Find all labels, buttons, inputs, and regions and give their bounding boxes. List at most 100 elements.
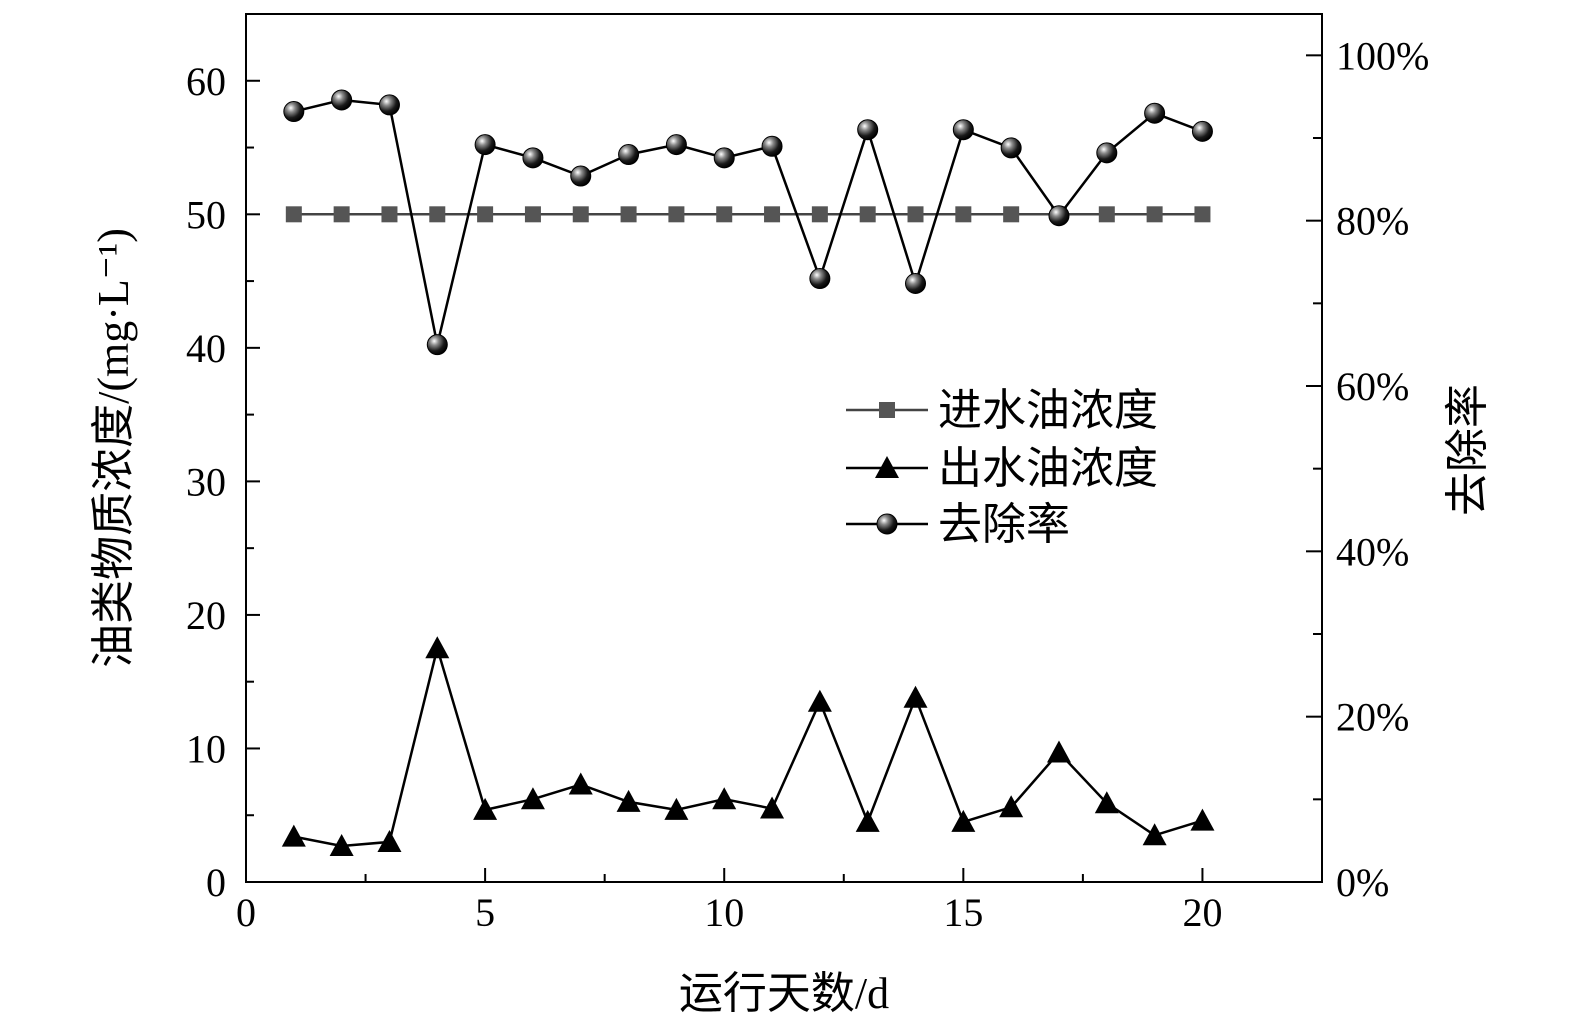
data-point bbox=[1000, 137, 1022, 159]
data-point bbox=[331, 89, 353, 111]
data-point bbox=[807, 689, 832, 712]
data-point bbox=[474, 134, 496, 156]
data-point bbox=[572, 206, 589, 223]
data-point bbox=[570, 165, 592, 187]
plot-frame bbox=[245, 13, 1323, 883]
legend-marker bbox=[879, 402, 895, 418]
series-line bbox=[293, 98, 1203, 345]
y2-tick-label: 20% bbox=[1336, 695, 1409, 740]
legend-item: 出水油浓度 bbox=[846, 444, 1158, 493]
legend-label: 出水油浓度 bbox=[938, 444, 1158, 493]
data-point bbox=[764, 206, 781, 223]
data-point bbox=[857, 119, 879, 141]
series-3 bbox=[283, 89, 1213, 356]
legend-marker bbox=[876, 513, 898, 535]
data-point bbox=[1003, 206, 1020, 223]
data-point bbox=[1048, 205, 1070, 227]
data-point bbox=[1142, 823, 1167, 846]
data-point bbox=[426, 334, 448, 356]
data-point bbox=[1098, 206, 1115, 223]
data-point bbox=[665, 134, 687, 156]
y2-axis-title: 去除率 bbox=[1443, 384, 1492, 516]
y-tick-label: 0 bbox=[206, 860, 226, 905]
series-line bbox=[293, 643, 1203, 848]
data-point bbox=[381, 206, 398, 223]
data-point bbox=[955, 206, 972, 223]
data-point bbox=[425, 636, 450, 659]
y2-tick-label: 100% bbox=[1336, 33, 1429, 78]
y-axis-title: 油类物质浓度/(mg·L⁻¹) bbox=[89, 228, 138, 668]
legend-item: 去除率 bbox=[846, 500, 1070, 549]
series-1 bbox=[285, 206, 1211, 223]
data-point bbox=[664, 797, 689, 820]
data-point bbox=[377, 829, 402, 852]
data-point bbox=[1094, 791, 1119, 814]
data-point bbox=[333, 206, 350, 223]
data-point bbox=[952, 119, 974, 141]
legend-label: 进水油浓度 bbox=[938, 386, 1158, 435]
data-point bbox=[283, 101, 305, 123]
y2-tick-label: 60% bbox=[1336, 364, 1409, 409]
data-point bbox=[429, 206, 446, 223]
data-point bbox=[1146, 206, 1163, 223]
x-tick-label: 5 bbox=[475, 890, 495, 935]
y-tick-label: 60 bbox=[186, 59, 226, 104]
y2-tick-label: 40% bbox=[1336, 529, 1409, 574]
data-point bbox=[616, 789, 641, 812]
data-point bbox=[999, 795, 1024, 818]
data-point bbox=[1144, 102, 1166, 124]
data-point bbox=[668, 206, 685, 223]
data-point bbox=[1096, 142, 1118, 164]
x-axis-ticks: 0 5 10 15 20 bbox=[236, 868, 1222, 935]
data-point bbox=[473, 797, 498, 820]
data-point bbox=[329, 833, 354, 856]
x-tick-label: 15 bbox=[943, 890, 983, 935]
data-point bbox=[760, 796, 785, 819]
data-point bbox=[620, 206, 637, 223]
y-tick-label: 30 bbox=[186, 459, 226, 504]
data-point bbox=[761, 135, 783, 157]
x-axis-title: 运行天数/d bbox=[679, 969, 889, 1018]
data-point bbox=[1046, 740, 1071, 763]
y2-tick-label: 0% bbox=[1336, 860, 1389, 905]
data-point bbox=[281, 824, 306, 847]
data-point bbox=[477, 206, 494, 223]
data-point bbox=[713, 147, 735, 169]
data-point bbox=[903, 685, 928, 708]
x-tick-label: 20 bbox=[1182, 890, 1222, 935]
x-tick-label: 0 bbox=[236, 890, 256, 935]
y-axis-ticks: 0 10 20 30 40 50 60 bbox=[186, 59, 260, 905]
legend-marker bbox=[875, 456, 899, 478]
data-point bbox=[285, 206, 302, 223]
series-layer bbox=[281, 89, 1215, 856]
legend-label: 去除率 bbox=[938, 500, 1070, 549]
data-point bbox=[618, 144, 640, 166]
data-point bbox=[859, 206, 876, 223]
data-point bbox=[1190, 808, 1215, 831]
series-2 bbox=[281, 636, 1215, 856]
data-point bbox=[811, 206, 828, 223]
y2-axis-ticks: 0% 20% 40% 60% 80% 100% bbox=[1306, 33, 1429, 905]
data-point bbox=[524, 206, 541, 223]
y2-tick-label: 80% bbox=[1336, 199, 1409, 244]
x-tick-label: 10 bbox=[704, 890, 744, 935]
data-point bbox=[951, 809, 976, 832]
legend-item: 进水油浓度 bbox=[846, 386, 1158, 435]
data-point bbox=[1191, 120, 1213, 142]
data-point bbox=[1194, 206, 1211, 223]
data-point bbox=[378, 94, 400, 116]
y-tick-label: 20 bbox=[186, 593, 226, 638]
data-point bbox=[568, 772, 593, 795]
y-tick-label: 50 bbox=[186, 192, 226, 237]
data-point bbox=[907, 206, 924, 223]
data-point bbox=[855, 809, 880, 832]
data-point bbox=[520, 787, 545, 810]
data-point bbox=[522, 147, 544, 169]
data-point bbox=[809, 268, 831, 290]
data-point bbox=[716, 206, 733, 223]
y-tick-label: 10 bbox=[186, 726, 226, 771]
data-point bbox=[905, 272, 927, 294]
y-tick-label: 40 bbox=[186, 326, 226, 371]
